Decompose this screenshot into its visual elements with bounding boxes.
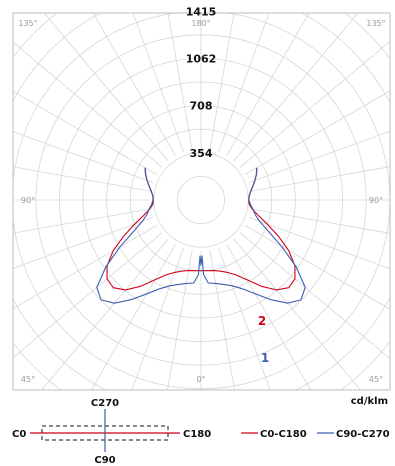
grid-spoke [209,13,235,150]
grid-spoke [248,130,390,183]
grid-spoke [90,243,176,390]
grid-spoke [13,90,158,175]
grid-spoke [233,238,361,390]
grid-spoke [167,13,193,150]
curve-number-label: 2 [258,314,266,328]
grid-spoke [233,13,359,162]
grid-spoke [13,225,158,310]
angle-ticks: 135° 180° 135° 90° 90° 45° 0° 45° [18,19,385,384]
grid-spoke [13,208,151,234]
grid-spoke [251,208,390,234]
grid-spoke [226,243,312,390]
curve-number-label: 1 [261,351,269,365]
unit-label: cd/klm [351,396,388,407]
angle-tick-label: 45° [369,375,383,384]
grid-spoke [244,90,390,175]
intensity-curves [96,167,306,304]
radial-tick-label: 708 [190,100,213,113]
curve-c0-c180 [106,167,296,291]
grid-spoke [131,247,184,390]
plot-frame [12,12,391,391]
grid-spoke [43,13,169,162]
angle-tick-label: 0° [196,375,205,384]
grid-spoke [248,217,390,270]
polar-grid [13,13,390,390]
legend-label-c0-c180: C0-C180 [260,429,307,440]
angle-tick-label: 90° [21,196,35,205]
angle-tick-label: 135° [366,19,385,28]
angle-tick-label: 135° [18,19,37,28]
grid-spoke [13,166,151,192]
c180-label: C180 [183,429,211,440]
grid-spoke [132,13,184,153]
grid-spoke [239,232,390,360]
grid-spoke [209,250,235,390]
c0-label: C0 [12,429,26,440]
angle-tick-label: 180° [191,19,210,28]
grid-spoke [218,247,271,390]
c-plane-symbol: C270 C90 C0 C180 [12,398,211,466]
curve-labels: 21 [258,314,269,365]
grid-spoke [218,13,270,153]
c270-label: C270 [91,398,119,409]
legend: C0-C180 C90-C270 [241,429,390,440]
grid-spoke [13,217,154,269]
grid-circle [153,152,249,248]
radial-ticks: 354 708 1062 1415 [186,5,217,159]
grid-spoke [239,40,390,168]
grid-spoke [244,225,390,310]
angle-tick-label: 90° [369,196,383,205]
legend-label-c90-c270: C90-C270 [336,429,390,440]
grid-spoke [13,41,163,168]
angle-tick-label: 45° [21,375,35,384]
grid-circle [176,175,225,224]
radial-tick-label: 1415 [186,5,217,18]
grid-spoke [41,238,169,390]
grid-spoke [92,13,176,157]
grid-spoke [226,13,310,157]
c90-label: C90 [94,455,115,466]
grid-spoke [13,232,163,359]
radial-tick-label: 1062 [186,52,217,65]
radial-tick-label: 354 [190,147,213,160]
grid-spoke [167,250,193,390]
grid-spoke [251,166,390,192]
curve-c90-c270 [96,167,306,304]
grid-spoke [13,131,154,183]
